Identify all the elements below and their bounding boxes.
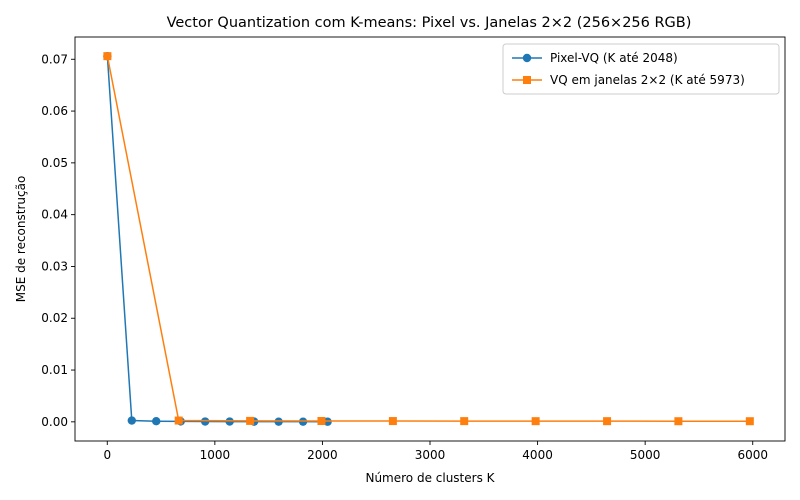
data-point [103,52,112,61]
x-tick-label: 6000 [737,448,768,462]
data-point [603,417,612,426]
y-tick-label: 0.07 [41,52,68,66]
data-point [674,417,683,426]
legend-label: Pixel-VQ (K até 2048) [550,51,678,65]
legend-item: Pixel-VQ (K até 2048) [512,51,678,65]
x-tick-label: 0 [103,448,111,462]
data-point [152,417,161,426]
data-point [745,417,754,426]
x-tick-label: 5000 [630,448,661,462]
legend-label: VQ em janelas 2×2 (K até 5973) [550,73,745,87]
data-point [225,417,234,426]
data-point [531,417,540,426]
legend-marker [522,53,532,63]
legend-marker [523,76,531,84]
legend-box [502,43,780,95]
y-tick-label: 0.04 [41,208,68,222]
data-point [200,417,210,426]
data-point [246,416,255,425]
x-tick-label: 3000 [415,448,446,462]
x-axis-title: Número de clusters K [365,471,495,485]
series-line [106,56,750,422]
legend: Pixel-VQ (K até 2048) VQ em janelas 2×2 (… [502,43,780,95]
y-tick-label: 0.06 [41,104,68,118]
x-tick-label: 1000 [200,448,231,462]
data-point [460,417,469,426]
y-tick-label: 0.01 [41,363,68,377]
y-tick-label: 0.03 [41,259,68,273]
data-point [127,416,136,425]
data-point [317,417,326,426]
plot-area [75,37,785,441]
data-point [388,417,397,426]
y-tick-label: 0.02 [41,311,68,325]
y-tick-label: 0.00 [41,415,68,429]
x-tick-label: 4000 [522,448,553,462]
legend-item: VQ em janelas 2×2 (K até 5973) [512,73,745,87]
x-tick-label: 2000 [307,448,338,462]
y-axis-title: MSE de reconstrução [14,176,28,303]
chart-title: Vector Quantization com K-means: Pixel v… [167,15,692,31]
y-tick-label: 0.05 [41,156,68,170]
series-2 [103,52,754,426]
data-point [174,416,183,425]
